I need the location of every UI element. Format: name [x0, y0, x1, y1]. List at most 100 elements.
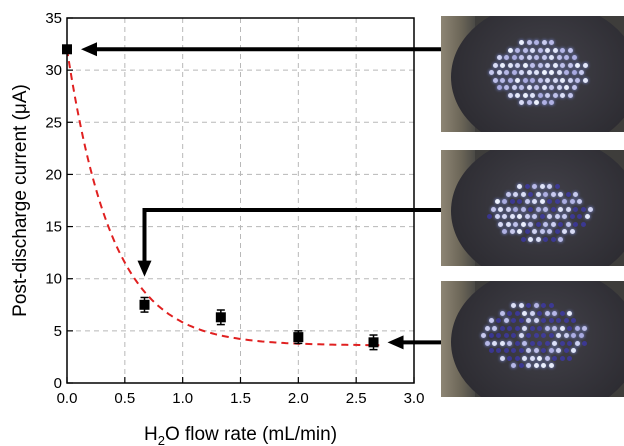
y-tick-label: 30: [45, 62, 62, 79]
glow-dot: [528, 206, 534, 212]
glow-dot: [526, 85, 532, 90]
glow-dot: [560, 92, 566, 98]
x-axis-label: H2O flow rate (mL/min): [144, 424, 337, 446]
glow-dot: [498, 221, 504, 227]
glow-dot: [513, 191, 519, 197]
glow-dot: [541, 40, 547, 45]
electrode-plate: [451, 281, 624, 397]
y-tick-label: 15: [45, 219, 62, 236]
y-tick-label: 25: [45, 114, 62, 131]
glow-dot: [509, 214, 515, 219]
glow-dot: [492, 325, 498, 331]
glow-dot: [559, 340, 565, 346]
glow-dot: [500, 77, 506, 83]
glow-dot: [496, 55, 502, 60]
glow-dot: [548, 318, 554, 323]
fit-curve-layer: [66, 49, 380, 347]
glow-dot: [552, 47, 558, 53]
data-point: [293, 332, 304, 343]
glow-dot: [526, 55, 532, 60]
glow-dot: [494, 199, 500, 204]
glow-dot: [547, 229, 552, 234]
glow-dot: [554, 199, 560, 204]
glow-dot: [509, 229, 515, 234]
glow-dot: [517, 184, 522, 189]
glow-dot: [559, 355, 565, 361]
glow-dot: [565, 191, 571, 197]
y-tick-label: 0: [54, 375, 62, 392]
glow-dot: [534, 85, 539, 90]
glow-dot: [567, 310, 573, 316]
glow-dot: [515, 62, 521, 68]
glow-dot: [526, 333, 531, 338]
glow-dot: [507, 92, 513, 98]
glow-dot: [580, 206, 586, 212]
glow-dot: [558, 236, 564, 242]
glow-dot: [534, 55, 539, 60]
glow-dot: [511, 303, 516, 308]
glow-dot: [505, 221, 511, 227]
glow-dot: [496, 333, 501, 338]
annotation-arrows: [81, 42, 441, 350]
glow-dot: [552, 62, 558, 68]
glow-dot: [560, 77, 566, 83]
data-points-layer: [62, 44, 379, 351]
glow-dot: [496, 85, 502, 90]
middle-photo: [441, 150, 624, 266]
glow-dot: [558, 191, 564, 197]
glow-dot: [534, 100, 539, 105]
glow-dot: [519, 100, 524, 105]
glow-dot: [565, 221, 571, 227]
glow-dot: [550, 191, 556, 197]
glow-dot: [567, 325, 573, 331]
glow-dot: [535, 221, 541, 227]
glow-dot: [526, 348, 531, 353]
glow-dot: [571, 333, 576, 338]
glow-dot: [524, 199, 530, 204]
glow-dot: [564, 70, 569, 75]
glow-dot: [532, 184, 537, 189]
glow-dot: [522, 310, 528, 316]
glow-dot: [518, 333, 524, 338]
glow-dot: [511, 348, 516, 353]
glow-dot: [569, 229, 575, 234]
glow-dot: [499, 325, 505, 331]
glow-dot: [548, 348, 554, 353]
glow-dot: [552, 310, 558, 316]
glow-dot: [492, 62, 498, 68]
glow-dot: [558, 206, 564, 212]
glow-dot: [578, 333, 584, 338]
glow-dot: [511, 55, 517, 60]
glow-dot: [503, 333, 509, 338]
y-tick-label: 5: [54, 323, 62, 340]
glow-dot: [524, 214, 530, 219]
glow-dot: [567, 47, 573, 53]
glow-dot: [488, 333, 494, 338]
glow-dot: [571, 55, 577, 60]
glow-dot: [544, 340, 550, 346]
glow-dot: [563, 333, 569, 338]
glow-dot: [537, 92, 543, 98]
glow-dot: [503, 348, 509, 353]
glow-dot: [496, 70, 502, 75]
glow-dot: [502, 214, 507, 219]
x-tick-label: 3.0: [404, 390, 425, 407]
glow-dot: [503, 318, 509, 323]
fit-curve: [66, 49, 380, 347]
glow-dot: [544, 325, 550, 331]
glow-dot: [545, 92, 551, 98]
glow-dot: [554, 184, 560, 189]
y-tick-label: 20: [45, 166, 62, 183]
glow-dot: [532, 199, 537, 204]
glow-dot: [526, 363, 531, 368]
glow-dot: [502, 229, 507, 234]
glow-dot: [567, 77, 573, 83]
glow-dot: [574, 340, 580, 346]
glow-dot: [518, 348, 524, 353]
glow-dot: [520, 206, 526, 212]
glow-dot: [530, 62, 536, 68]
glow-dot: [562, 199, 567, 204]
glow-dot: [547, 199, 552, 204]
glow-dot: [556, 55, 562, 60]
